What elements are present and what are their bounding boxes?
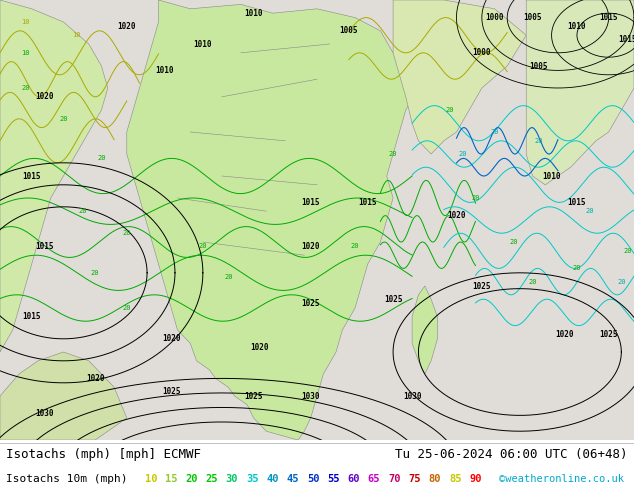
- Text: 20: 20: [122, 305, 131, 311]
- Text: 90: 90: [469, 474, 482, 484]
- Text: 20: 20: [122, 230, 131, 236]
- Polygon shape: [526, 0, 634, 185]
- Text: 1020: 1020: [250, 343, 269, 352]
- Text: 35: 35: [246, 474, 259, 484]
- Text: 25: 25: [205, 474, 218, 484]
- Text: 1030: 1030: [301, 392, 320, 400]
- Text: 1030: 1030: [35, 409, 54, 418]
- Text: 20: 20: [59, 116, 68, 122]
- Polygon shape: [127, 0, 418, 440]
- Text: Tu 25-06-2024 06:00 UTC (06+48): Tu 25-06-2024 06:00 UTC (06+48): [395, 447, 628, 461]
- Text: 20: 20: [91, 270, 100, 276]
- Text: 75: 75: [408, 474, 421, 484]
- Text: 80: 80: [429, 474, 441, 484]
- Text: 1000: 1000: [472, 49, 491, 57]
- Text: 20: 20: [573, 266, 581, 271]
- Text: 10: 10: [145, 474, 157, 484]
- Text: 1020: 1020: [555, 330, 574, 339]
- Text: ©weatheronline.co.uk: ©weatheronline.co.uk: [500, 474, 624, 484]
- Text: 1025: 1025: [599, 330, 618, 339]
- Text: Isotachs 10m (mph): Isotachs 10m (mph): [6, 474, 128, 484]
- Text: 1005: 1005: [339, 26, 358, 35]
- Polygon shape: [0, 0, 108, 352]
- Text: 1015: 1015: [567, 198, 586, 207]
- Polygon shape: [0, 352, 127, 440]
- Text: 20: 20: [224, 274, 233, 280]
- Text: 20: 20: [528, 279, 537, 285]
- Text: 20: 20: [198, 244, 207, 249]
- Text: 65: 65: [368, 474, 380, 484]
- Text: 55: 55: [327, 474, 340, 484]
- Text: 1010: 1010: [244, 9, 263, 18]
- Text: 20: 20: [21, 85, 30, 91]
- Text: 1020: 1020: [117, 22, 136, 31]
- Text: 1005: 1005: [523, 13, 542, 22]
- Text: 1000: 1000: [485, 13, 504, 22]
- Text: 20: 20: [623, 248, 632, 254]
- Text: 1025: 1025: [301, 299, 320, 308]
- Text: 10: 10: [21, 50, 30, 56]
- Text: 15: 15: [165, 474, 178, 484]
- Polygon shape: [393, 0, 526, 154]
- Text: 1010: 1010: [567, 22, 586, 31]
- Text: 20: 20: [389, 151, 398, 157]
- Text: 1015: 1015: [618, 35, 634, 44]
- Text: 20: 20: [617, 279, 626, 285]
- Text: 20: 20: [534, 138, 543, 144]
- Text: 1020: 1020: [447, 211, 466, 220]
- Text: 1020: 1020: [301, 242, 320, 251]
- Text: 1005: 1005: [529, 62, 548, 71]
- Text: Isotachs (mph) [mph] ECMWF: Isotachs (mph) [mph] ECMWF: [6, 447, 202, 461]
- Text: 1015: 1015: [599, 13, 618, 22]
- Text: 20: 20: [446, 107, 455, 113]
- Text: 1015: 1015: [22, 312, 41, 321]
- Text: 30: 30: [226, 474, 238, 484]
- Text: 1030: 1030: [403, 392, 422, 400]
- Text: 20: 20: [185, 474, 198, 484]
- Text: 20: 20: [351, 244, 359, 249]
- Text: 20: 20: [585, 208, 594, 214]
- Text: 20: 20: [509, 239, 518, 245]
- Text: 50: 50: [307, 474, 320, 484]
- Text: 10: 10: [72, 32, 81, 38]
- Text: 60: 60: [347, 474, 360, 484]
- Text: 20: 20: [490, 129, 499, 135]
- Text: 1020: 1020: [35, 92, 54, 101]
- Text: 1010: 1010: [542, 172, 561, 180]
- Text: 20: 20: [78, 208, 87, 214]
- Text: 20: 20: [471, 195, 480, 201]
- Text: 85: 85: [449, 474, 462, 484]
- Text: 45: 45: [287, 474, 299, 484]
- Text: 1015: 1015: [301, 198, 320, 207]
- Text: 1015: 1015: [358, 198, 377, 207]
- Text: 1020: 1020: [86, 374, 105, 383]
- Text: 70: 70: [388, 474, 401, 484]
- Text: 1025: 1025: [244, 392, 263, 400]
- Text: 40: 40: [266, 474, 279, 484]
- Text: 1025: 1025: [384, 294, 403, 304]
- Text: 1015: 1015: [35, 242, 54, 251]
- Text: 1020: 1020: [162, 334, 181, 343]
- Text: 20: 20: [458, 151, 467, 157]
- Text: 1025: 1025: [162, 387, 181, 396]
- Text: 1025: 1025: [472, 282, 491, 291]
- Text: 10: 10: [21, 19, 30, 25]
- Polygon shape: [412, 286, 437, 374]
- Text: 1010: 1010: [155, 66, 174, 75]
- Text: 1015: 1015: [22, 172, 41, 180]
- Text: 20: 20: [97, 155, 106, 161]
- Text: 1010: 1010: [193, 40, 212, 49]
